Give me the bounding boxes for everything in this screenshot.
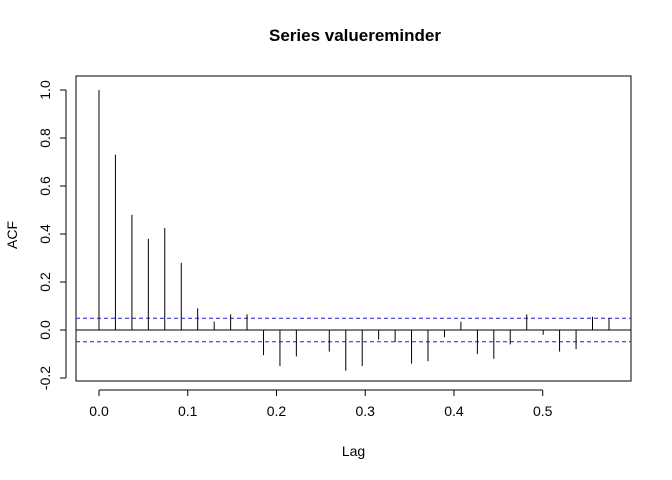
x-tick-label: 0.2 xyxy=(267,403,287,419)
y-axis-label: ACF xyxy=(4,221,20,249)
x-axis: 0.0 0.1 0.2 0.3 0.4 0.5 xyxy=(89,389,553,419)
x-axis-label: Lag xyxy=(342,443,365,459)
plot-frame xyxy=(75,75,632,382)
chart-title: Series valuereminder xyxy=(269,26,441,45)
acf-spikes xyxy=(98,90,610,371)
x-tick-label: 0.1 xyxy=(178,403,198,419)
y-tick-label: 0.4 xyxy=(37,224,53,244)
y-tick-label: 0.0 xyxy=(37,320,53,340)
x-tick-label: 0.4 xyxy=(444,403,464,419)
confidence-bands xyxy=(76,317,631,343)
x-tick-label: 0.0 xyxy=(89,403,109,419)
x-tick-label: 0.5 xyxy=(533,403,553,419)
y-tick-label: 0.2 xyxy=(37,272,53,292)
x-tick-label: 0.3 xyxy=(355,403,375,419)
y-tick-label: -0.2 xyxy=(37,366,53,390)
y-tick-label: 0.6 xyxy=(37,176,53,196)
y-tick-label: 1.0 xyxy=(37,80,53,100)
y-axis: -0.2 0.0 0.2 0.4 0.6 0.8 1.0 xyxy=(37,80,67,390)
y-tick-label: 0.8 xyxy=(37,128,53,148)
